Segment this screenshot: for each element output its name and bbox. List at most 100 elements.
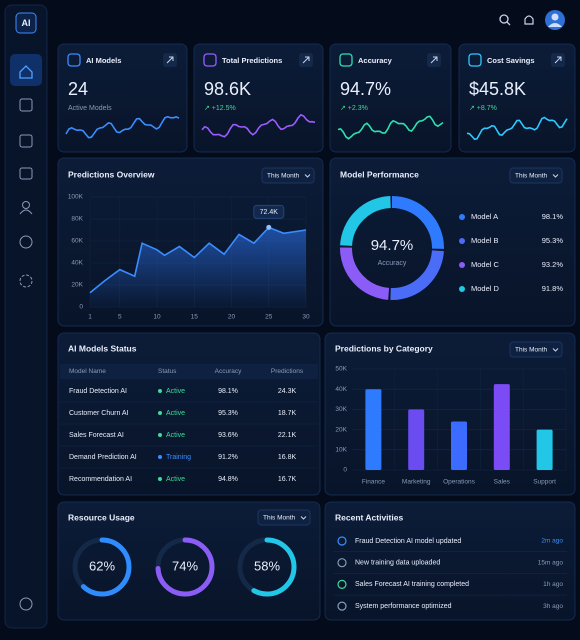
filter-label[interactable]: This Month <box>515 347 548 354</box>
filter-label[interactable]: This Month <box>267 173 300 180</box>
activity-time: 15m ago <box>538 559 564 566</box>
status-label: Training <box>166 454 191 461</box>
activity-time: 2m ago <box>541 538 563 545</box>
kpi-sparkline <box>337 115 444 140</box>
nav-users[interactable] <box>22 201 30 209</box>
table-cell: Recommendation AI <box>69 476 132 483</box>
legend-dot <box>459 214 465 220</box>
activity-icon <box>337 579 347 590</box>
activity-text[interactable]: New training data uploaded <box>355 560 440 567</box>
x-tick-label: 30 <box>302 314 310 321</box>
nav-analytics[interactable] <box>19 98 33 112</box>
table-header: Predictions <box>271 368 304 375</box>
y-tick-label: 80K <box>71 216 83 223</box>
y-tick-label: 20K <box>71 282 83 289</box>
status-dot <box>158 477 162 481</box>
table-cell: 93.6% <box>218 432 238 439</box>
nav-active[interactable] <box>10 54 42 86</box>
table-header: Status <box>158 368 177 375</box>
kpi-open-arrow[interactable] <box>554 56 562 64</box>
annotation-point <box>266 224 272 230</box>
filter-dropdown[interactable] <box>257 509 311 526</box>
table-cell: 16.8K <box>278 454 297 461</box>
x-tick-label: 1 <box>88 314 92 321</box>
search-icon[interactable] <box>499 14 509 24</box>
activity-text[interactable]: Sales Forecast AI training completed <box>355 581 469 588</box>
filter-dropdown[interactable] <box>509 167 563 184</box>
filter-dropdown[interactable] <box>509 341 563 358</box>
nav-help[interactable] <box>19 597 33 611</box>
gauge-arc <box>155 537 215 597</box>
table-cell: Customer Churn AI <box>69 410 129 417</box>
legend-value: 98.1% <box>542 212 564 221</box>
card-title: AI Models Status <box>68 343 137 353</box>
status-dot <box>158 389 162 393</box>
nav-home[interactable] <box>19 65 33 79</box>
kpi-open-arrow[interactable] <box>302 56 310 64</box>
table-header: Model Name <box>69 368 106 375</box>
kpi-change: ↗ +8.7% <box>469 105 497 112</box>
kpi-open-arrow[interactable] <box>166 56 174 64</box>
dropdown-chevron[interactable] <box>304 174 311 178</box>
gauge-arc <box>72 537 132 597</box>
gauge-label: 74% <box>172 558 198 573</box>
y-tick-label: 20K <box>335 426 347 433</box>
recent-activities-card <box>324 501 576 621</box>
status-label: Active <box>166 388 185 395</box>
table-cell: 91.2% <box>218 454 238 461</box>
kpi-value: 98.6K <box>204 79 251 99</box>
kpi-open-arrow[interactable] <box>430 56 438 64</box>
kpi-value: $45.8K <box>469 79 526 99</box>
sidebar <box>4 4 48 629</box>
x-tick-label: Support <box>533 479 556 486</box>
kpi-icon <box>339 53 353 67</box>
card-title: Model Performance <box>340 169 419 179</box>
x-tick-label: Marketing <box>402 479 431 486</box>
nav-billing[interactable] <box>19 235 33 249</box>
y-tick-label: 40K <box>71 260 83 267</box>
nav-users-body <box>19 209 33 215</box>
nav-settings[interactable] <box>19 274 33 288</box>
legend-label: Model A <box>471 212 498 221</box>
nav-models[interactable] <box>19 134 33 148</box>
logo-box[interactable] <box>15 12 37 34</box>
legend-dot <box>459 286 465 292</box>
kpi-title: Total Predictions <box>222 56 282 65</box>
filter-label[interactable]: This Month <box>515 173 548 180</box>
dropdown-chevron[interactable] <box>300 516 307 520</box>
donut-label: Accuracy <box>378 260 407 267</box>
status-dot <box>158 433 162 437</box>
activity-text[interactable]: Fraud Detection AI model updated <box>355 538 461 545</box>
status-dot <box>158 455 162 459</box>
y-tick-label: 40K <box>335 386 347 393</box>
gauge-label: 58% <box>254 558 280 573</box>
card-title: Resource Usage <box>68 512 135 522</box>
activity-icon <box>337 536 347 546</box>
annotation-box <box>253 204 285 219</box>
table-cell: Demand Prediction AI <box>69 454 137 461</box>
kpi-value: 24 <box>68 79 88 99</box>
logo[interactable]: AI <box>22 18 31 28</box>
kpi-title: AI Models <box>86 56 121 65</box>
y-tick-label: 60K <box>71 238 83 245</box>
y-tick-label: 50K <box>335 366 347 373</box>
kpi-sparkline <box>466 116 568 141</box>
donut-segment <box>340 196 444 300</box>
table-cell: 24.3K <box>278 388 297 395</box>
table-cell: 16.7K <box>278 476 297 483</box>
activity-text[interactable]: System performance optimized <box>355 603 452 610</box>
dropdown-chevron[interactable] <box>552 348 559 352</box>
kpi-change: ↗ +12.5% <box>204 105 236 112</box>
filter-label[interactable]: This Month <box>263 515 296 522</box>
gauge-label: 62% <box>89 558 115 573</box>
notification-icon[interactable] <box>524 15 534 25</box>
filter-dropdown[interactable] <box>261 167 315 184</box>
card-title: Predictions Overview <box>68 169 155 179</box>
x-tick-label: Sales <box>494 479 511 486</box>
x-tick-label: 5 <box>118 314 122 321</box>
nav-messages[interactable] <box>19 167 33 180</box>
x-tick-label: 15 <box>191 314 199 321</box>
dropdown-chevron[interactable] <box>552 174 559 178</box>
